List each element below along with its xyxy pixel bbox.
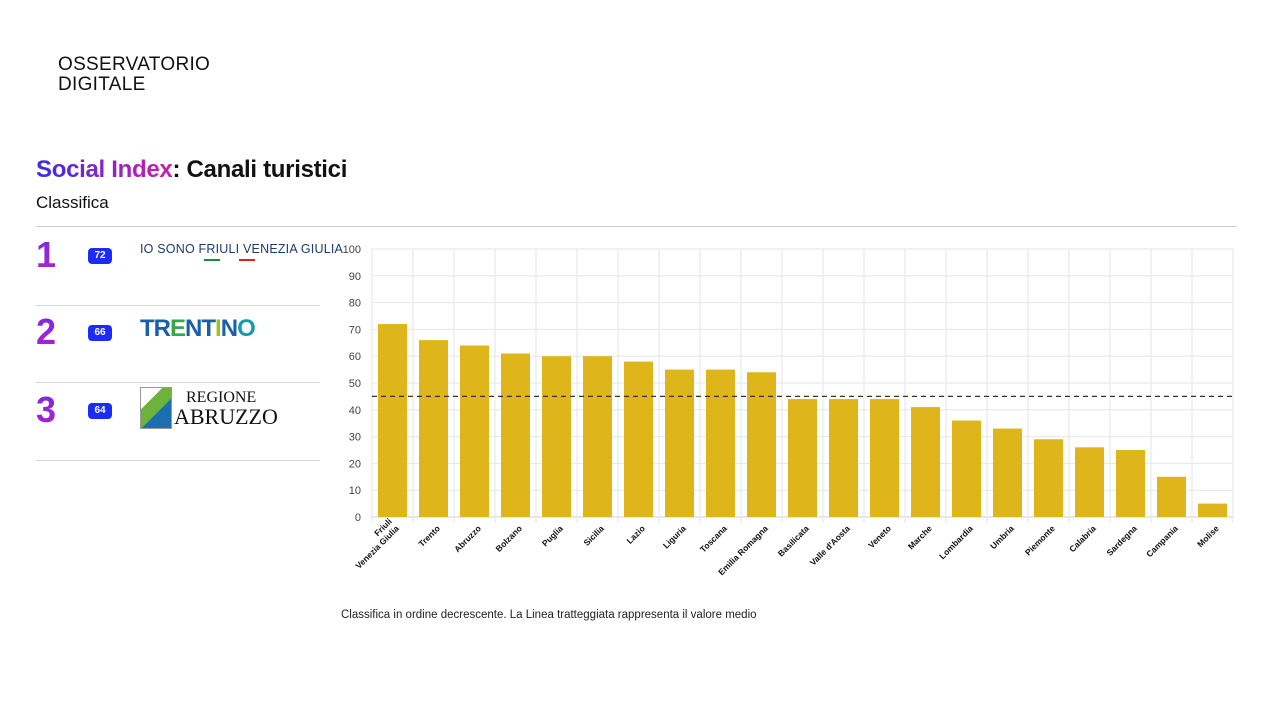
bar [501,353,530,517]
title-highlight: Social Index [36,156,173,183]
y-tick-label: 90 [349,271,361,283]
score-badge: 66 [88,325,112,341]
y-tick-label: 50 [349,378,361,390]
score-badge: 64 [88,403,112,419]
brand-line-2: DIGITALE [58,74,146,95]
ranking-row-1: 1 72 IO SONO FRIULI VENEZIA GIULIA [36,228,343,306]
x-tick-label: Molise [1195,523,1221,549]
rank-number: 3 [36,389,57,430]
bar [1198,503,1227,517]
trentino-logo: TRENTINO [140,315,256,343]
x-tick-label: Campania [1144,523,1180,559]
x-tick-label: FriuliVenezia Giulia [346,516,401,571]
x-tick-label: Piemonte [1023,523,1057,557]
y-tick-label: 0 [355,512,361,524]
y-tick-label: 30 [349,432,361,444]
x-tick-label: Valle d'Aosta [808,523,852,567]
y-tick-label: 60 [349,351,361,363]
x-tick-label: Toscana [698,523,729,554]
rank-number: 2 [36,311,57,352]
bar [829,399,858,517]
x-tick-label: Umbria [988,523,1016,551]
bar [1075,447,1104,517]
x-tick-label: Liguria [661,523,688,550]
fvg-logo-text: IO SONO FRIULI VENEZIA GIULIA [140,242,344,256]
y-tick-label: 40 [349,405,361,417]
bar [706,369,735,517]
bar [870,399,899,517]
x-tick-label: Lazio [624,523,646,545]
y-tick-label: 70 [349,324,361,336]
score-badge: 72 [88,248,112,264]
x-tick-label: Bolzano [493,523,523,553]
y-tick-label: 80 [349,298,361,310]
title-rest: : Canali turistici [172,156,348,183]
abruzzo-logo-line2: ABRUZZO [174,404,278,429]
x-tick-label: Abruzzo [452,523,483,554]
abruzzo-shield-icon [140,387,172,429]
bar [911,407,940,517]
x-tick-label: Calabria [1067,523,1098,554]
bar [378,324,407,517]
brand-line-1: OSSERVATORIO [58,54,211,75]
x-tick-label: Puglia [540,523,565,548]
rank-number: 1 [36,234,57,275]
trentino-logo-text: TRENTINO [140,315,256,342]
brand-logo: OSSERVATORIO DIGITALE [58,55,210,95]
ranking-row-2: 2 66 TRENTINO [36,305,320,383]
bar [624,361,653,517]
bar [419,340,448,517]
bar [583,356,612,517]
bar [788,399,817,517]
divider [36,226,1237,227]
bar [747,372,776,517]
x-tick-label: Basilicata [776,523,811,558]
x-tick-label: Marche [906,523,934,551]
x-tick-label: Sardegna [1104,523,1139,558]
bar [1034,439,1063,517]
abruzzo-logo-line1: REGIONE [186,389,257,406]
chart-caption: Classifica in ordine decrescente. La Lin… [341,609,757,621]
x-tick-label: Trento [416,523,441,548]
y-tick-label: 100 [343,244,361,256]
x-tick-label: Lombardia [937,523,975,561]
bar [1116,450,1145,517]
x-tick-label: Veneto [866,523,893,550]
bar [460,345,489,517]
bar [993,428,1022,517]
fvg-logo: IO SONO FRIULI VENEZIA GIULIA [140,242,344,261]
bar [952,420,981,517]
bar [542,356,571,517]
page-title: Social Index: Canali turistici [36,156,347,184]
bar [1157,476,1186,517]
ranking-row-3: 3 64 REGIONE ABRUZZO [36,383,320,461]
y-tick-label: 20 [349,458,361,470]
page-subtitle: Classifica [36,193,109,212]
y-tick-label: 10 [349,485,361,497]
x-tick-label: Sicilia [581,523,606,548]
bar [665,369,694,517]
